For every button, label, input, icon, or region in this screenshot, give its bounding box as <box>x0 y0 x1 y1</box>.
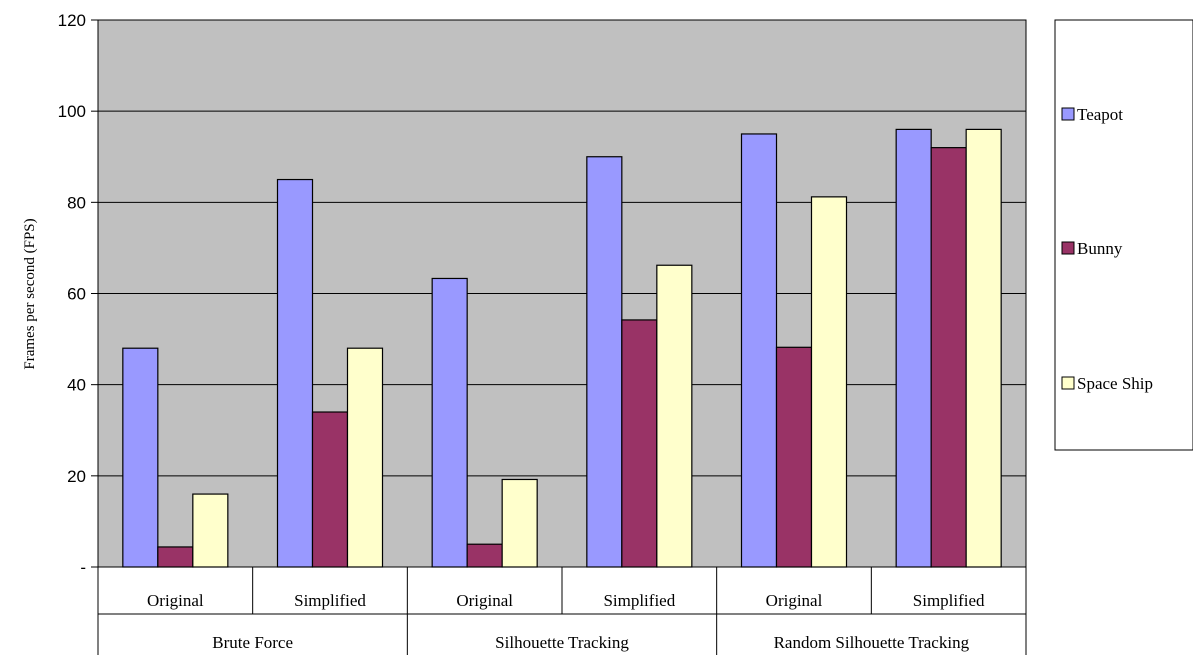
bars <box>122 128 1002 568</box>
bar-space-ship <box>810 196 848 568</box>
legend: Teapot Bunny Space Ship <box>1054 19 1193 451</box>
bar-bunny <box>466 543 503 568</box>
legend-swatch <box>1061 376 1075 390</box>
y-tick-label: 80 <box>67 193 86 212</box>
legend-box <box>1054 19 1193 451</box>
category-label: Simplified <box>603 591 675 610</box>
category-label: Simplified <box>294 591 366 610</box>
legend-swatch <box>1061 241 1075 255</box>
y-tick-label: - <box>80 558 86 577</box>
bar-bunny <box>311 411 349 568</box>
legend-label: Bunny <box>1077 239 1123 258</box>
y-tick-label: 40 <box>67 376 86 395</box>
bar-teapot <box>431 277 468 568</box>
y-tick-label: 120 <box>58 11 86 30</box>
category-label: Original <box>147 591 204 610</box>
category-label: Simplified <box>913 591 985 610</box>
bar-teapot <box>740 133 778 568</box>
group-label: Brute Force <box>212 633 293 652</box>
bar-space-ship <box>965 128 1002 568</box>
category-label: Original <box>766 591 823 610</box>
group-label: Random Silhouette Tracking <box>774 633 970 652</box>
bar-bunny <box>930 147 967 568</box>
legend-label: Space Ship <box>1077 374 1153 393</box>
category-label: Original <box>456 591 513 610</box>
bar-teapot <box>895 128 932 568</box>
y-tick-label: 100 <box>58 102 86 121</box>
y-tick-label: 60 <box>67 285 86 304</box>
bar-space-ship <box>501 478 538 568</box>
y-axis-title: Frames per second (FPS) <box>22 218 38 369</box>
legend-swatch <box>1061 107 1075 121</box>
bar-bunny <box>157 546 194 568</box>
bar-space-ship <box>192 493 229 568</box>
bar-space-ship <box>656 264 693 568</box>
bar-teapot <box>586 156 623 568</box>
bar-bunny <box>621 319 658 568</box>
y-tick-label: 20 <box>67 467 86 486</box>
bar-space-ship <box>346 347 384 568</box>
legend-label: Teapot <box>1077 105 1123 124</box>
bar-bunny <box>775 346 813 568</box>
x-axis: Original Simplified Brute Force Original Sim… <box>97 567 1027 655</box>
bar-teapot <box>122 347 159 568</box>
bar-teapot <box>276 178 314 568</box>
group-label: Silhouette Tracking <box>495 633 629 652</box>
y-axis-ticks: - 20 40 60 80 100 120 <box>58 11 98 577</box>
